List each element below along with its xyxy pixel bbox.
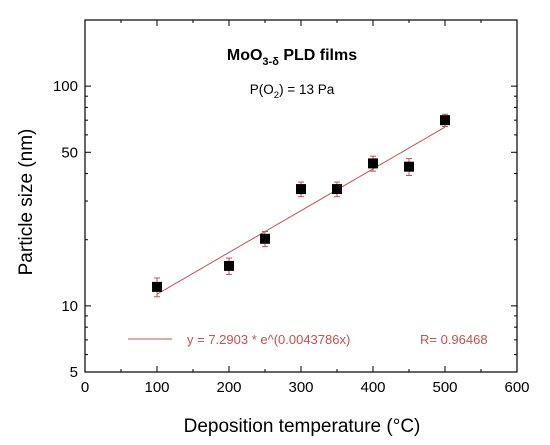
data-point [152,277,162,298]
y-tick-label: 10 [61,298,78,315]
data-point [368,155,378,172]
x-axis-label: Deposition temperature (°C) [184,416,421,437]
data-point [224,257,234,275]
ticks-layer: 0 100 200 300 400 500 600 5 10 50 100 [53,20,530,396]
data-marker [260,233,270,244]
data-point [260,230,270,248]
x-tick-label: 200 [216,379,241,396]
data-point [296,181,306,198]
data-marker [404,161,414,172]
points-layer [152,113,450,298]
x-tick-label: 400 [360,379,385,396]
data-point [332,181,342,198]
x-tick-label: 600 [504,379,529,396]
y-tick-label: 100 [53,78,78,95]
data-marker [152,281,162,292]
data-point [440,113,450,128]
y-tick-label: 50 [61,144,78,161]
data-marker [332,184,342,195]
y-axis-label: Particle size (nm) [16,129,37,276]
x-tick-label: 500 [432,379,457,396]
fit-r-label: R= 0.96468 [420,332,488,347]
fit-curve [156,126,446,295]
chart-title: MoO3-δ PLD films [227,47,357,68]
fit-layer [156,126,446,295]
data-point [404,158,414,177]
data-marker [296,184,306,195]
fit-equation-label: y = 7.2903 * e^(0.0043786x) [187,332,350,347]
y-tick-label: 5 [70,364,78,381]
data-marker [368,158,378,169]
chart-subtitle: P(O2) = 13 Pa [250,82,335,101]
data-marker [224,260,234,271]
x-tick-label: 300 [288,379,313,396]
x-tick-label: 100 [144,379,169,396]
data-marker [440,115,450,126]
x-tick-label: 0 [81,379,89,396]
